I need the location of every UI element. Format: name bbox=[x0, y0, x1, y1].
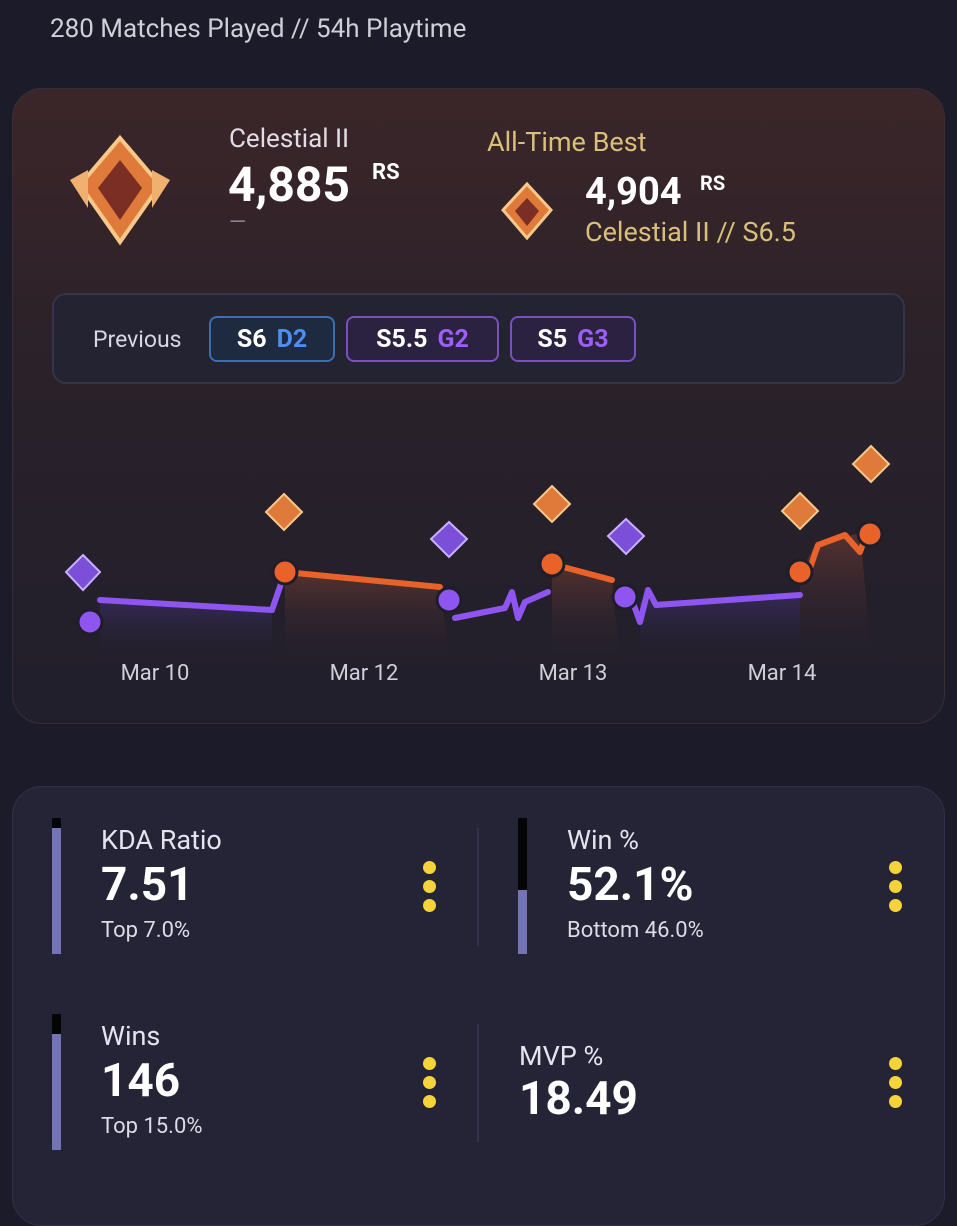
season-chip[interactable]: S5 G3 bbox=[510, 316, 636, 362]
rs-change: — bbox=[229, 210, 247, 235]
best-rs: 4,904 bbox=[585, 170, 682, 214]
screen: 280 Matches Played // 54h Playtime Celes… bbox=[12, 14, 945, 1226]
best-title: All-Time Best bbox=[487, 126, 647, 158]
menu-button[interactable] bbox=[423, 1057, 437, 1114]
season-rank: G3 bbox=[577, 324, 609, 354]
x-tick-label: Mar 14 bbox=[747, 661, 817, 686]
divider bbox=[477, 828, 479, 946]
stat-value: 18.49 bbox=[519, 1072, 638, 1126]
season: S5.5 bbox=[376, 324, 428, 354]
season-rank: G2 bbox=[437, 324, 469, 354]
stat-label: MVP % bbox=[519, 1040, 604, 1072]
menu-button[interactable] bbox=[423, 861, 437, 918]
menu-button[interactable] bbox=[889, 861, 903, 918]
x-tick-label: Mar 12 bbox=[329, 661, 399, 686]
summary: 280 Matches Played // 54h Playtime bbox=[50, 14, 467, 44]
season-rank: D2 bbox=[276, 324, 308, 354]
current-rs-unit: RS bbox=[372, 160, 400, 185]
season: S6 bbox=[236, 324, 267, 354]
x-tick-label: Mar 13 bbox=[538, 661, 608, 686]
best-rs-unit: RS bbox=[700, 171, 726, 195]
stat-value: 146 bbox=[101, 1054, 181, 1108]
stat-label: Win % bbox=[567, 824, 639, 856]
menu-button[interactable] bbox=[889, 1057, 903, 1114]
stat-bar bbox=[52, 818, 61, 954]
current-tier: Celestial II bbox=[229, 124, 350, 154]
stat-bar bbox=[518, 818, 527, 954]
stat-value: 52.1% bbox=[567, 858, 694, 912]
rank-history-chart bbox=[64, 444, 891, 660]
previous-label: Previous bbox=[93, 326, 182, 353]
season-chip[interactable]: S5.5 G2 bbox=[346, 316, 499, 362]
x-tick-label: Mar 10 bbox=[120, 661, 190, 686]
divider bbox=[477, 1024, 479, 1142]
current-rs: 4,885 bbox=[228, 156, 350, 213]
best-icon bbox=[500, 181, 554, 240]
best-detail: Celestial II // S6.5 bbox=[585, 216, 796, 248]
season: S5 bbox=[537, 324, 568, 354]
stat-note: Top 15.0% bbox=[101, 1114, 203, 1139]
stat-value: 7.51 bbox=[101, 858, 194, 912]
season-chip[interactable]: S6 D2 bbox=[209, 316, 335, 362]
stat-note: Top 7.0% bbox=[101, 918, 191, 943]
stat-label: Wins bbox=[101, 1020, 161, 1052]
stat-note: Bottom 46.0% bbox=[567, 918, 704, 943]
stat-bar bbox=[52, 1014, 61, 1150]
rank-icon bbox=[70, 134, 170, 246]
stat-label: KDA Ratio bbox=[101, 824, 222, 856]
